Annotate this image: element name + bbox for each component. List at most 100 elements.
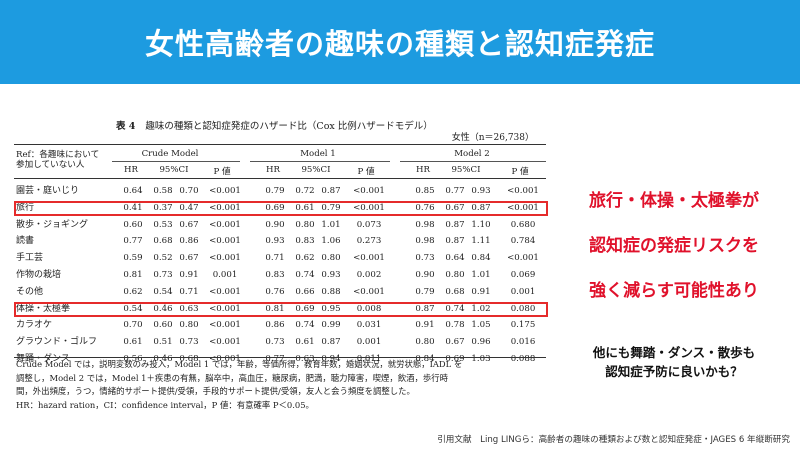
cell-ci-low: 0.54 [153, 286, 173, 297]
key-message-line-3: 強く減らす可能性あり [589, 281, 759, 301]
table-row: 読書 0.77 0.68 0.86 <0.001 0.93 0.83 1.06 0.273 0.9… [14, 233, 546, 250]
cell-hr: 0.81 [265, 303, 285, 314]
cell-ci-high: 0.80 [179, 320, 199, 331]
cell-p-value: <0.001 [209, 186, 241, 196]
cell-ci-low: 0.64 [445, 253, 465, 264]
table-row: 体操・太極拳 0.54 0.46 0.63 <0.001 0.81 0.69 0.95 0.00… [14, 301, 548, 318]
column-header: 95%CI [451, 165, 481, 175]
cell-ci-high: 0.93 [471, 186, 491, 196]
column-header: P 値 [213, 167, 231, 177]
cell-hr: 0.56 [123, 354, 143, 364]
cell-ci-high: 0.99 [321, 320, 341, 331]
row-label: グラウンド・ゴルフ [16, 337, 98, 348]
cell-ci-high: 0.79 [321, 202, 341, 213]
row-label: カラオケ [16, 320, 53, 331]
row-label: 園芸・庭いじり [16, 186, 80, 196]
table-row: グラウンド・ゴルフ 0.61 0.51 0.73 <0.001 0.73 0.61 0.87 0… [14, 334, 546, 351]
cell-ci-high: 0.80 [321, 253, 341, 264]
cell-hr: 0.98 [415, 219, 435, 230]
row-label: 読書 [16, 236, 35, 247]
cell-hr: 0.79 [265, 186, 285, 196]
header-rule-model1 [250, 161, 390, 162]
highlight-box [14, 301, 548, 317]
header-bottom-rule [14, 178, 546, 179]
cell-hr: 0.71 [265, 253, 285, 264]
cell-ci-high: 0.86 [179, 236, 199, 247]
cell-ci-low: 0.74 [445, 303, 465, 314]
column-header: HR [124, 165, 138, 175]
cell-ci-high: 0.87 [321, 337, 341, 348]
cell-hr: 0.86 [265, 320, 285, 331]
cell-ci-high: 0.88 [321, 286, 341, 297]
cell-ci-high: 0.68 [179, 354, 199, 364]
note-line: Crude Model では，説明変数のみ投入，Model 1 では，年齢，等価… [16, 359, 463, 369]
cell-p-value: 0.001 [510, 286, 536, 297]
model-header-model1: Model 1 [300, 149, 336, 159]
cell-ci-high: 0.70 [179, 186, 199, 196]
cell-p-value: <0.001 [353, 286, 385, 297]
row-label: 旅行 [16, 202, 35, 213]
cell-ci-high: 0.96 [471, 337, 491, 348]
cell-hr: 0.73 [415, 253, 435, 264]
cell-hr: 0.84 [415, 354, 435, 364]
cell-ci-low: 0.68 [153, 236, 173, 247]
table-caption: 表 4 趣味の種類と認知症発症のハザード比（Cox 比例ハザードモデル） [116, 118, 433, 132]
cell-ci-low: 0.69 [295, 303, 315, 314]
cell-ci-high: 0.71 [179, 286, 199, 297]
cell-p-value: 0.001 [212, 270, 238, 280]
row-label: 手工芸 [16, 253, 44, 264]
cell-ci-low: 0.74 [295, 270, 315, 280]
row-label: 舞踊・ダンス [16, 354, 70, 364]
row-label: 散歩・ジョギング [16, 219, 89, 230]
cell-p-value: <0.001 [353, 186, 385, 196]
cell-p-value: <0.001 [209, 253, 241, 264]
cell-ci-low: 0.61 [295, 202, 315, 213]
cell-p-value: 0.784 [510, 236, 536, 247]
cell-hr: 0.54 [123, 303, 143, 314]
cell-p-value: 0.008 [356, 303, 382, 314]
cell-hr: 0.64 [123, 186, 143, 196]
row-label: 作物の栽培 [16, 270, 62, 280]
cell-ci-low: 0.67 [445, 337, 465, 348]
table-caption-text: 趣味の種類と認知症発症のハザード比（Cox 比例ハザードモデル） [145, 121, 433, 132]
cell-p-value: <0.001 [209, 354, 241, 364]
cell-hr: 0.76 [415, 202, 435, 213]
header-rule-model2 [400, 161, 546, 162]
column-header: HR [416, 165, 430, 175]
cell-ci-high: 1.05 [471, 320, 491, 331]
sub-message-line-1: 他にも舞踏・ダンス・散歩も [592, 345, 756, 360]
cell-ci-high: 0.87 [321, 186, 341, 196]
cell-hr: 0.79 [415, 286, 435, 297]
cell-ci-high: 1.01 [321, 219, 341, 230]
cell-hr: 0.81 [123, 270, 143, 280]
cell-ci-high: 0.93 [321, 270, 341, 280]
column-header: 95%CI [301, 165, 331, 175]
cell-p-value: 0.016 [510, 337, 536, 348]
cell-ci-low: 0.46 [153, 303, 173, 314]
table-row: 舞踊・ダンス 0.56 0.46 0.68 <0.001 0.77 0.63 0.94 0.01… [14, 351, 546, 368]
note-line: 調整し，Model 2 では，Model 1＋疾患の有無，脳卒中，高血圧，糖尿病… [16, 372, 448, 383]
cell-p-value: 0.273 [356, 236, 382, 247]
cell-p-value: 0.011 [356, 354, 382, 364]
cell-hr: 0.62 [123, 286, 143, 297]
model-header-crude: Crude Model [141, 149, 199, 159]
row-label: 体操・太極拳 [16, 303, 71, 314]
cell-ci-low: 0.63 [295, 354, 315, 364]
cell-hr: 0.87 [415, 303, 435, 314]
cell-ci-high: 0.87 [471, 202, 491, 213]
cell-ci-low: 0.37 [153, 202, 173, 213]
highlight-box [14, 200, 548, 216]
cell-ci-low: 0.69 [445, 354, 465, 364]
cell-ci-low: 0.77 [445, 186, 465, 196]
cell-hr: 0.93 [265, 236, 285, 247]
citation: 引用文献 Ling LINGら：高齢者の趣味の種類および数と認知症発症・JAGE… [437, 435, 790, 445]
cell-ci-low: 0.87 [445, 236, 465, 247]
table-sample-size: 女性（n＝26,738） [451, 133, 534, 143]
cell-hr: 0.85 [415, 186, 435, 196]
column-header: HR [266, 165, 280, 175]
cell-ci-high: 1.02 [471, 303, 491, 314]
cell-hr: 0.69 [265, 202, 285, 213]
cell-hr: 0.83 [265, 270, 285, 280]
cell-hr: 0.98 [415, 236, 435, 247]
cell-ci-low: 0.87 [445, 219, 465, 230]
